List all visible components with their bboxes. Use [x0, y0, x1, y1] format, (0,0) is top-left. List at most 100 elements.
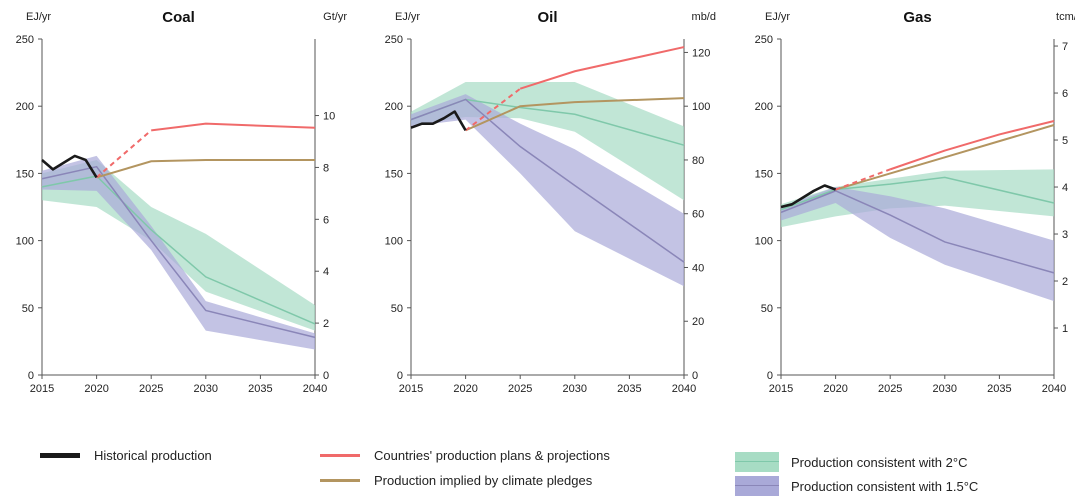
coal-right-unit-label: Gt/yr — [323, 11, 347, 23]
coal-y-tick-label: 150 — [16, 168, 34, 180]
gas-line-2c — [780, 176, 1055, 211]
oil-y2-tick-label: 80 — [692, 155, 704, 167]
gas-line-plans-dashed — [835, 168, 891, 191]
coal-x-tick-label: 2015 — [30, 383, 54, 395]
coal-x-tick-label: 2040 — [303, 383, 327, 395]
gas-x-tick-label: 2015 — [769, 383, 793, 395]
oil-line-plans-dashed — [464, 87, 521, 132]
coal-line-2c — [41, 175, 316, 325]
gas-y2-tick-label: 1 — [1062, 323, 1068, 335]
coal-line-plans-dashed — [95, 129, 152, 179]
coal-line-1-5c — [41, 165, 316, 339]
oil-band-1-5c — [411, 94, 684, 287]
oil-y-tick-label: 50 — [391, 303, 403, 315]
gas-line-historical — [780, 184, 837, 209]
oil-line-pledges — [465, 97, 685, 132]
oil-y2-tick-label: 60 — [692, 209, 704, 221]
oil-y-tick-label: 200 — [385, 101, 403, 113]
coal-y2-tick-label: 6 — [323, 214, 329, 226]
legend-swatch-pledges — [320, 478, 360, 482]
coal-y2-tick-label: 10 — [323, 111, 335, 123]
oil-y2-tick-label: 120 — [692, 47, 710, 59]
gas-y2-tick-label: 3 — [1062, 229, 1068, 241]
coal-x-tick-label: 2025 — [139, 383, 163, 395]
gas-y2-tick-label: 5 — [1062, 135, 1068, 147]
legend-swatch-plans — [320, 453, 360, 457]
oil-left-unit-label: EJ/yr — [395, 11, 420, 23]
gas-x-tick-label: 2035 — [987, 383, 1011, 395]
coal-y-tick-label: 50 — [22, 303, 34, 315]
coal-x-tick-label: 2035 — [248, 383, 272, 395]
oil-y-tick-label: 100 — [385, 236, 403, 248]
gas-y-tick-label: 200 — [755, 101, 773, 113]
coal-x-tick-label: 2020 — [84, 383, 108, 395]
gas-band-2c — [781, 169, 1054, 228]
legend-label-2c: Production consistent with 2°C — [791, 454, 968, 470]
oil-y2-tick-label: 100 — [692, 101, 710, 113]
legend-label-historical: Historical production — [94, 447, 212, 463]
gas-y-tick-label: 50 — [761, 303, 773, 315]
oil-y-tick-label: 150 — [385, 168, 403, 180]
oil-line-historical — [410, 110, 467, 132]
oil-y2-tick-label: 40 — [692, 262, 704, 274]
legend-swatch-historical — [40, 452, 80, 458]
oil-x-tick-label: 2040 — [672, 383, 696, 395]
gas-y2-tick-label: 2 — [1062, 276, 1068, 288]
coal-band-1-5c — [42, 155, 315, 350]
oil-y2-tick-label: 0 — [692, 370, 698, 382]
coal-y2-tick-label: 4 — [323, 266, 329, 278]
gas-x-tick-label: 2040 — [1042, 383, 1066, 395]
gas-y-tick-label: 0 — [767, 370, 773, 382]
legend-swatch-2c — [735, 452, 779, 472]
oil-line-plans — [519, 46, 685, 90]
coal-y-tick-label: 100 — [16, 236, 34, 248]
coal-y2-tick-label: 0 — [323, 370, 329, 382]
legend-label-plans: Countries' production plans & projection… — [374, 447, 610, 463]
oil-chart-title: Oil — [537, 9, 557, 26]
coal-y2-tick-label: 2 — [323, 318, 329, 330]
oil-x-tick-label: 2030 — [563, 383, 587, 395]
legend-swatch-1-5c — [735, 476, 779, 496]
legend-item-historical: Historical production — [40, 445, 212, 465]
gas-x-tick-label: 2030 — [933, 383, 957, 395]
coal-y-tick-label: 250 — [16, 34, 34, 46]
oil-x-tick-label: 2015 — [399, 383, 423, 395]
gas-band-1-5c — [781, 186, 1054, 302]
legend-item-plans: Countries' production plans & projection… — [320, 445, 610, 465]
legend-item-2c: Production consistent with 2°C — [735, 452, 967, 472]
oil-y-tick-label: 250 — [385, 34, 403, 46]
gas-right-unit-label: tcm/yr — [1056, 11, 1075, 23]
oil-right-unit-label: mb/d — [692, 11, 716, 23]
oil-x-tick-label: 2035 — [617, 383, 641, 395]
gas-y2-tick-label: 7 — [1062, 41, 1068, 53]
coal-line-plans — [151, 122, 316, 132]
oil-x-tick-label: 2020 — [453, 383, 477, 395]
coal-left-unit-label: EJ/yr — [26, 11, 51, 23]
coal-x-tick-label: 2030 — [194, 383, 218, 395]
coal-line-pledges — [96, 158, 315, 179]
coal-line-historical — [41, 154, 98, 179]
coal-chart-title: Coal — [162, 9, 195, 26]
gas-y-tick-label: 250 — [755, 34, 773, 46]
gas-line-plans — [889, 120, 1055, 171]
legend-label-1-5c: Production consistent with 1.5°C — [791, 478, 979, 494]
oil-y-tick-label: 0 — [397, 370, 403, 382]
coal-y-tick-label: 0 — [28, 370, 34, 382]
legend-label-pledges: Production implied by climate pledges — [374, 472, 593, 488]
oil-x-tick-label: 2025 — [508, 383, 532, 395]
gas-y-tick-label: 150 — [755, 168, 773, 180]
coal-y2-tick-label: 8 — [323, 162, 329, 174]
gas-y-tick-label: 100 — [755, 236, 773, 248]
gas-y2-tick-label: 6 — [1062, 88, 1068, 100]
gas-x-tick-label: 2025 — [878, 383, 902, 395]
legend-item-pledges: Production implied by climate pledges — [320, 470, 592, 490]
gas-y2-tick-label: 4 — [1062, 182, 1068, 194]
gas-x-tick-label: 2020 — [823, 383, 847, 395]
gas-line-1-5c — [780, 190, 1055, 274]
coal-y-tick-label: 200 — [16, 101, 34, 113]
gas-chart-title: Gas — [903, 9, 931, 26]
legend-item-1-5c: Production consistent with 1.5°C — [735, 476, 978, 496]
gas-left-unit-label: EJ/yr — [765, 11, 790, 23]
gas-line-pledges — [835, 124, 1055, 191]
